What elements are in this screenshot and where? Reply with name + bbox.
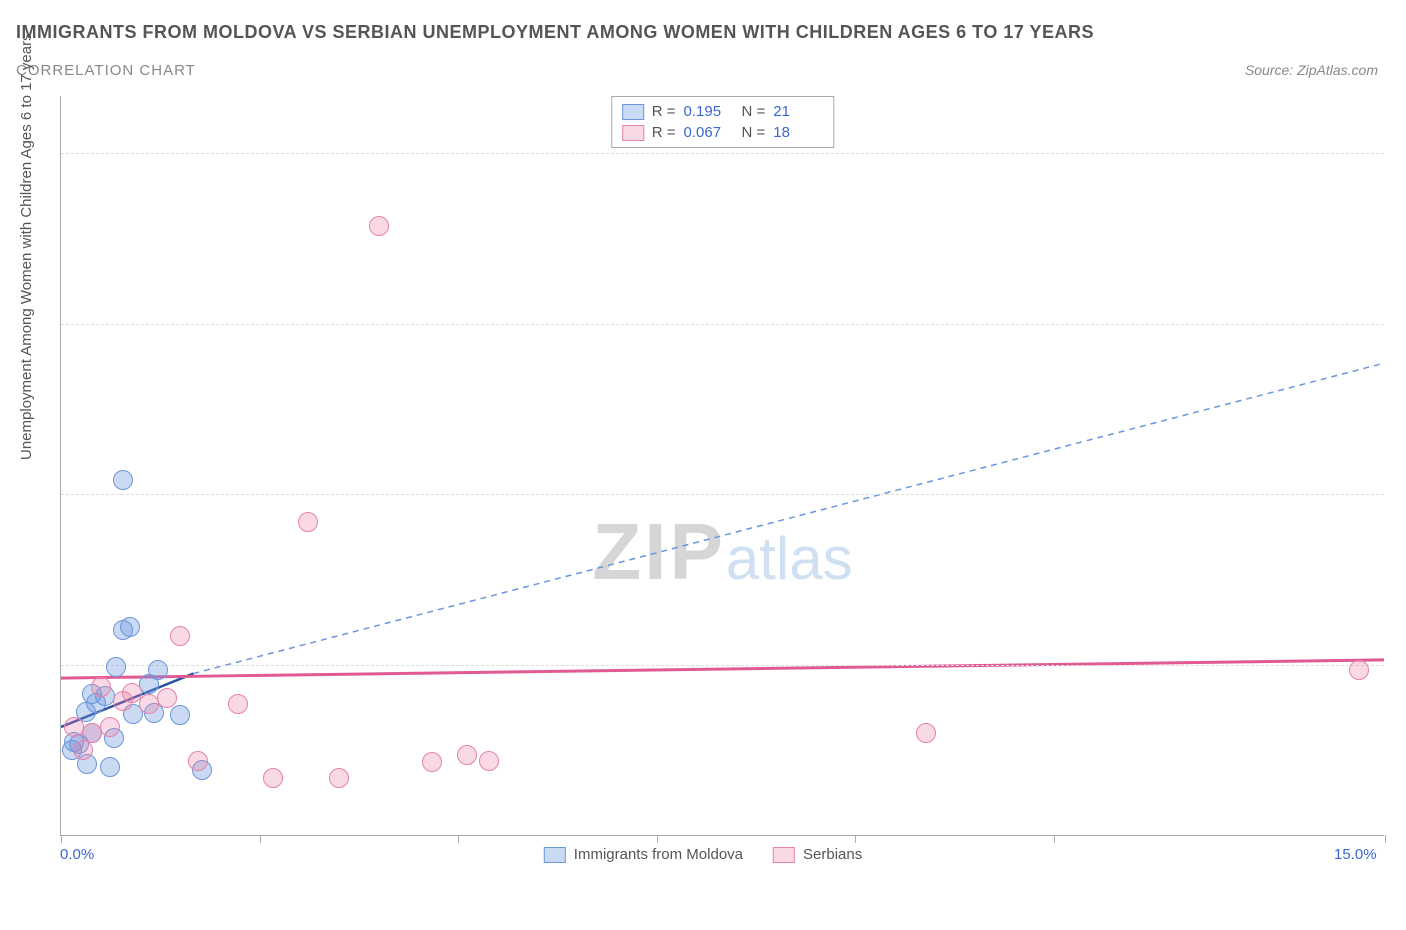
data-point xyxy=(73,740,93,760)
stats-row: R = 0.067 N = 18 xyxy=(622,122,824,143)
source-prefix: Source: xyxy=(1245,62,1297,78)
data-point xyxy=(100,757,120,777)
data-point xyxy=(170,626,190,646)
trend-lines-svg xyxy=(61,96,1384,835)
data-point xyxy=(422,752,442,772)
data-point xyxy=(122,683,142,703)
legend-label: Serbians xyxy=(803,846,862,863)
legend-swatch xyxy=(544,847,566,863)
data-point xyxy=(148,660,168,680)
data-point xyxy=(329,768,349,788)
legend-item: Serbians xyxy=(773,846,862,863)
chart-subtitle: CORRELATION CHART xyxy=(16,62,196,79)
stats-row: R = 0.195 N = 21 xyxy=(622,101,824,122)
x-tick xyxy=(1385,835,1386,843)
y-tick-label: 45.0% xyxy=(1394,315,1406,332)
scatter-plot-area: ZIPatlas R =0.195N =21R =0.067N =18 15.0… xyxy=(60,96,1384,836)
x-axis-min-label: 0.0% xyxy=(60,846,94,863)
watermark-part1: ZIP xyxy=(592,507,725,596)
r-label: R = xyxy=(652,124,676,141)
y-tick-label: 30.0% xyxy=(1394,486,1406,503)
data-point xyxy=(479,751,499,771)
trend-line-extension xyxy=(193,363,1384,673)
x-tick xyxy=(260,835,261,843)
gridline xyxy=(61,665,1384,666)
legend-swatch xyxy=(622,125,644,141)
gridline xyxy=(61,494,1384,495)
data-point xyxy=(369,216,389,236)
x-tick xyxy=(855,835,856,843)
data-point xyxy=(1349,660,1369,680)
data-point xyxy=(157,688,177,708)
trend-line xyxy=(61,660,1384,678)
watermark-part2: atlas xyxy=(726,525,853,592)
n-label: N = xyxy=(742,124,766,141)
source-attribution: Source: ZipAtlas.com xyxy=(1245,62,1378,78)
data-point xyxy=(228,694,248,714)
data-point xyxy=(120,617,140,637)
legend-item: Immigrants from Moldova xyxy=(544,846,743,863)
data-point xyxy=(457,745,477,765)
data-point xyxy=(916,723,936,743)
legend: Immigrants from Moldova Serbians xyxy=(544,846,862,863)
data-point xyxy=(263,768,283,788)
x-tick xyxy=(61,835,62,843)
data-point xyxy=(100,717,120,737)
r-value: 0.195 xyxy=(684,103,734,120)
x-tick xyxy=(657,835,658,843)
gridline xyxy=(61,153,1384,154)
n-value: 21 xyxy=(773,103,823,120)
data-point xyxy=(106,657,126,677)
x-tick xyxy=(1054,835,1055,843)
r-value: 0.067 xyxy=(684,124,734,141)
source-name: ZipAtlas.com xyxy=(1297,62,1378,78)
y-tick-label: 15.0% xyxy=(1394,657,1406,674)
data-point xyxy=(113,470,133,490)
n-value: 18 xyxy=(773,124,823,141)
legend-swatch xyxy=(773,847,795,863)
gridline xyxy=(61,324,1384,325)
y-tick-label: 60.0% xyxy=(1394,144,1406,161)
r-label: R = xyxy=(652,103,676,120)
x-axis-max-label: 15.0% xyxy=(1334,846,1377,863)
legend-swatch xyxy=(622,104,644,120)
data-point xyxy=(298,512,318,532)
x-tick xyxy=(458,835,459,843)
legend-label: Immigrants from Moldova xyxy=(574,846,743,863)
chart-title: IMMIGRANTS FROM MOLDOVA VS SERBIAN UNEMP… xyxy=(16,22,1094,43)
data-point xyxy=(91,677,111,697)
n-label: N = xyxy=(742,103,766,120)
data-point xyxy=(188,751,208,771)
y-axis-label: Unemployment Among Women with Children A… xyxy=(18,33,35,460)
watermark: ZIPatlas xyxy=(592,506,852,598)
correlation-stats-box: R = 0.195 N = 21 R = 0.067 N = 18 xyxy=(611,96,835,148)
data-point xyxy=(170,705,190,725)
